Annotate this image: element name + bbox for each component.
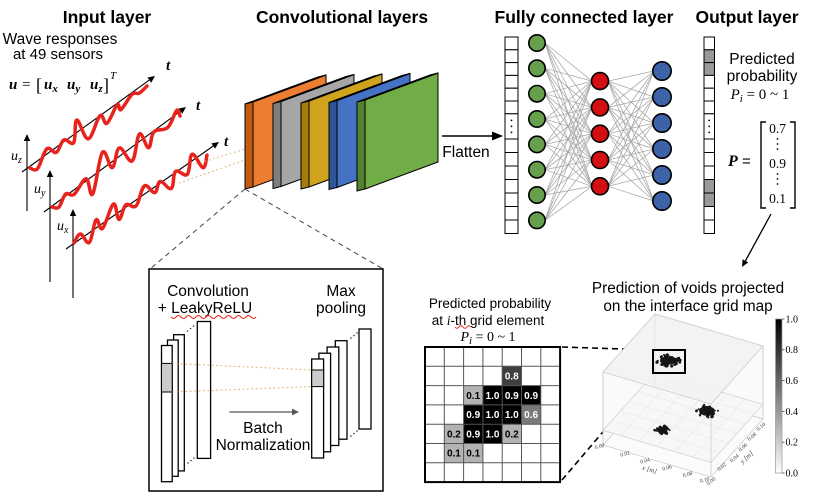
svg-text:Output layer: Output layer: [695, 7, 798, 27]
svg-text:0.00: 0.00: [594, 443, 605, 451]
svg-text:uz: uz: [90, 77, 103, 95]
svg-text:0.2: 0.2: [505, 429, 519, 440]
svg-text:ux: ux: [44, 77, 58, 95]
svg-text:Pi = 0 ~ 1: Pi = 0 ~ 1: [730, 87, 790, 105]
svg-text:at 49 sensors: at 49 sensors: [13, 46, 103, 63]
svg-text:0.2: 0.2: [447, 429, 461, 440]
svg-text:0.1: 0.1: [769, 191, 786, 206]
svg-text:Normalization: Normalization: [216, 437, 311, 454]
svg-text:uz: uz: [11, 149, 22, 166]
svg-text:Convolution: Convolution: [167, 283, 249, 300]
svg-text:1.0: 1.0: [505, 410, 519, 421]
svg-text:1.0: 1.0: [486, 429, 500, 440]
svg-text:Max: Max: [326, 283, 356, 300]
svg-text:0.9: 0.9: [769, 156, 786, 171]
svg-text:0.6: 0.6: [524, 410, 538, 421]
svg-text:T: T: [110, 70, 117, 82]
svg-text:uy: uy: [67, 77, 80, 95]
svg-text:0.8: 0.8: [786, 345, 799, 356]
svg-text:[: [: [36, 75, 42, 95]
svg-text:1.0: 1.0: [486, 391, 500, 402]
svg-text:0.6: 0.6: [786, 376, 799, 387]
svg-text:ux: ux: [57, 219, 69, 236]
svg-text:at i-th grid element: at i-th grid element: [432, 313, 545, 328]
svg-text:Predicted probability: Predicted probability: [429, 296, 552, 311]
svg-text:t: t: [196, 98, 201, 114]
svg-text:0.06: 0.06: [662, 464, 673, 472]
svg-text:0.06: 0.06: [738, 442, 750, 453]
svg-text:0.4: 0.4: [786, 407, 799, 418]
svg-text:0.08: 0.08: [747, 432, 759, 443]
svg-text:Predicted: Predicted: [729, 51, 794, 68]
svg-text:0.1: 0.1: [447, 449, 461, 460]
svg-text:0.9: 0.9: [466, 429, 480, 440]
svg-text:on the interface grid map: on the interface grid map: [603, 298, 772, 315]
svg-text:t: t: [166, 58, 171, 74]
svg-text:0.10: 0.10: [756, 422, 768, 433]
svg-text:P: P: [727, 153, 738, 170]
svg-text:uy: uy: [34, 182, 46, 199]
svg-text:+ LeakyReLU: + LeakyReLU: [158, 300, 252, 317]
svg-text:Fully connected layer: Fully connected layer: [495, 7, 674, 27]
svg-text:0.02: 0.02: [620, 450, 631, 458]
svg-text:Prediction of voids projected: Prediction of voids projected: [592, 280, 784, 297]
svg-text:0.9: 0.9: [505, 391, 519, 402]
svg-text:0.2: 0.2: [786, 438, 799, 449]
svg-text:Convolutional layers: Convolutional layers: [256, 7, 428, 27]
svg-text:0.1: 0.1: [466, 449, 480, 460]
svg-text:=: =: [22, 77, 30, 93]
svg-text:1.0: 1.0: [486, 410, 500, 421]
svg-text:pooling: pooling: [316, 300, 366, 317]
svg-text:0.9: 0.9: [524, 391, 538, 402]
svg-text:0.1: 0.1: [466, 391, 480, 402]
svg-text:0.0: 0.0: [786, 468, 799, 479]
svg-text:=: =: [742, 153, 751, 170]
svg-text:Input layer: Input layer: [63, 7, 152, 27]
svg-text:]: ]: [103, 75, 109, 95]
svg-text:0.04: 0.04: [729, 453, 741, 464]
svg-text:0.7: 0.7: [769, 121, 786, 136]
svg-text:0.8: 0.8: [505, 371, 519, 382]
svg-text:t: t: [224, 134, 229, 150]
svg-text:0.10: 0.10: [699, 476, 710, 484]
svg-text:0.08: 0.08: [682, 471, 693, 479]
svg-text:u: u: [9, 77, 17, 93]
svg-text:Batch: Batch: [243, 420, 283, 437]
svg-text:0.9: 0.9: [466, 410, 480, 421]
svg-text:probability: probability: [727, 68, 798, 85]
svg-text:1.0: 1.0: [786, 314, 799, 325]
svg-text:0.02: 0.02: [717, 462, 729, 473]
svg-text:0.00: 0.00: [706, 476, 718, 487]
svg-text:Wave responses: Wave responses: [3, 31, 118, 48]
svg-text:Flatten: Flatten: [442, 144, 489, 161]
svg-text:Pi = 0 ~ 1: Pi = 0 ~ 1: [459, 330, 515, 347]
svg-text:x [m]: x [m]: [640, 464, 658, 475]
svg-text:0.04: 0.04: [640, 457, 651, 465]
